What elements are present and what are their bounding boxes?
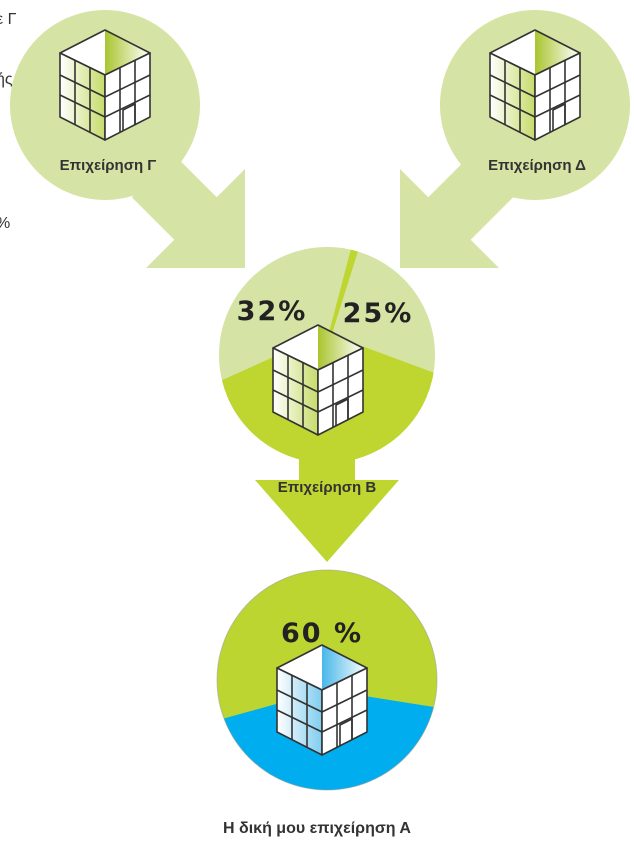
fragment: ε Γ — [0, 11, 17, 28]
share-label: 32% — [237, 296, 308, 327]
node-label: Επιχείρηση Β — [278, 479, 377, 496]
node-label: Επιχείρηση Γ — [60, 157, 157, 174]
share-label: 60 % — [281, 618, 363, 649]
building-icon — [60, 30, 150, 140]
node-label: Η δική μου επιχείρηση Α — [223, 820, 411, 837]
node-label: Επιχείρηση Δ — [488, 157, 586, 174]
fragment: % — [0, 215, 10, 232]
building-icon — [273, 325, 363, 435]
arrow — [255, 440, 399, 562]
share-label: 25% — [343, 298, 414, 329]
building-icon — [277, 645, 367, 755]
building-icon — [490, 30, 580, 140]
diagram: ε Γ ής % Επιχείρηση Γ Επιχείρηση Δ 32% 2… — [0, 0, 634, 854]
fragment: ής — [0, 71, 13, 88]
